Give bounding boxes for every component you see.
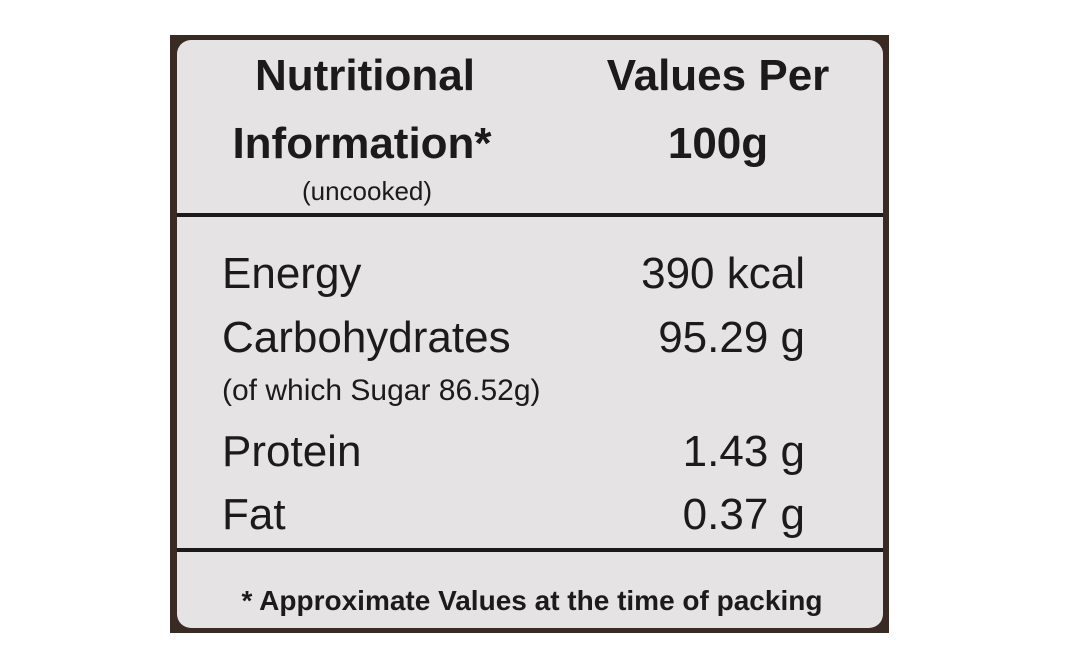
- header-right: 100g: [668, 119, 768, 168]
- header-note: (uncooked): [302, 176, 432, 206]
- row-label: Fat: [222, 490, 286, 539]
- row-value: 95.29 g: [658, 313, 805, 362]
- divider: [177, 548, 883, 552]
- header-right: Values Per: [607, 51, 830, 100]
- row-note: (of which Sugar 86.52g): [222, 374, 541, 407]
- row-value: 1.43 g: [683, 427, 805, 476]
- divider: [177, 213, 883, 217]
- row-label: Energy: [222, 249, 361, 298]
- footnote: * Approximate Values at the time of pack…: [242, 585, 823, 616]
- row-value: 0.37 g: [683, 490, 805, 539]
- header-left: Information*: [232, 119, 492, 168]
- row-label: Protein: [222, 427, 361, 476]
- label-panel: [177, 40, 883, 628]
- header-left: Nutritional: [255, 51, 475, 100]
- row-value: 390 kcal: [641, 249, 805, 298]
- row-label: Carbohydrates: [222, 313, 511, 362]
